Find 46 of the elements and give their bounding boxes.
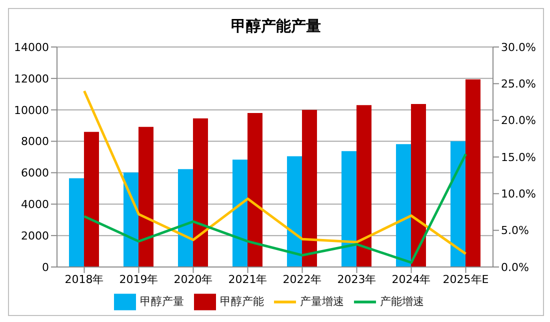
y-tick-label: 4000 bbox=[21, 198, 49, 212]
y2-tick-label: 15.0% bbox=[501, 150, 536, 164]
legend-label: 产量增速 bbox=[300, 294, 344, 308]
bar bbox=[450, 141, 466, 267]
line-series bbox=[83, 90, 467, 256]
x-tick-label: 2021年 bbox=[228, 272, 268, 286]
x-tick-label: 2024年 bbox=[392, 272, 431, 286]
bar bbox=[396, 144, 411, 267]
y-tick-label: 10000 bbox=[14, 104, 49, 117]
legend-label: 甲醇产量 bbox=[140, 294, 184, 308]
x-tick-label: 2025年E bbox=[442, 272, 489, 286]
bar bbox=[356, 105, 372, 267]
bar bbox=[465, 79, 480, 267]
line-series bbox=[83, 152, 467, 264]
bar bbox=[232, 160, 248, 267]
y-tick-label: 2000 bbox=[21, 229, 49, 242]
bar bbox=[123, 172, 138, 267]
bar bbox=[341, 151, 356, 267]
y2-tick-label: 0.0% bbox=[501, 260, 529, 274]
y-tick-label: 6000 bbox=[21, 166, 49, 180]
bar bbox=[286, 156, 302, 267]
y2-tick-label: 10.0% bbox=[501, 188, 536, 201]
bar bbox=[302, 110, 317, 267]
bar bbox=[247, 113, 262, 267]
y2-tick-label: 25.0% bbox=[501, 78, 536, 91]
bar bbox=[178, 169, 193, 267]
x-tick-label: 2022年 bbox=[282, 272, 322, 286]
x-tick-label: 2020年 bbox=[174, 272, 213, 286]
bar bbox=[410, 104, 426, 267]
y2-tick-label: 30.0% bbox=[501, 40, 536, 54]
y-tick-label: 14000 bbox=[14, 40, 49, 54]
x-tick-label: 2018年 bbox=[64, 272, 104, 286]
bar bbox=[68, 178, 84, 267]
bar bbox=[192, 118, 208, 267]
bar bbox=[84, 132, 99, 267]
x-tick-label: 2019年 bbox=[119, 272, 158, 286]
bar bbox=[138, 126, 154, 267]
y2-tick-label: 20.0% bbox=[501, 114, 536, 128]
y-tick-label: 12000 bbox=[14, 72, 49, 86]
x-tick-label: 2023年 bbox=[337, 272, 376, 286]
legend-label: 甲醇产能 bbox=[220, 294, 264, 308]
y-tick-label: 0 bbox=[42, 260, 49, 274]
chart-title: 甲醇产能产量 bbox=[230, 17, 322, 37]
y2-tick-label: 5.0% bbox=[501, 224, 529, 238]
legend-label: 产能增速 bbox=[380, 294, 424, 308]
y-tick-label: 8000 bbox=[21, 135, 49, 148]
